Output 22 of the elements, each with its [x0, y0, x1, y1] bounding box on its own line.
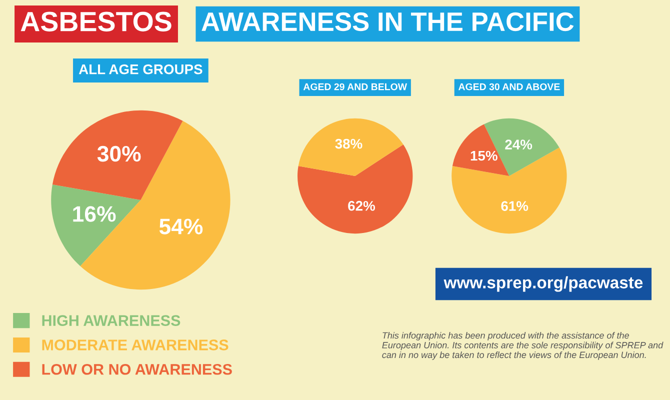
legend-label: LOW OR NO AWARENESS — [42, 364, 232, 375]
data-label: 62% — [348, 200, 376, 211]
data-label: 54% — [159, 218, 203, 234]
chart-title: AGED 29 AND BELOW — [303, 83, 408, 90]
pie-slice — [52, 110, 183, 200]
data-label: 30% — [97, 146, 141, 162]
text: This infographic has been produced with the assistance of the European Union. Its contents are the sole responsibility of SPREP and can in no way be taken to reflect the views of the European Union. — [382, 332, 664, 360]
text: www.sprep.org/pacwaste — [444, 276, 643, 292]
chart-title: ALL AGE GROUPS — [78, 64, 202, 74]
data-label: 15% — [470, 150, 498, 161]
data-label: 24% — [505, 140, 532, 150]
data-label: 16% — [73, 206, 116, 222]
text: AWARENESS IN THE PACIFIC — [202, 12, 574, 32]
pie-slice — [298, 118, 404, 176]
text: ASBESTOS — [20, 12, 172, 32]
chart-title: AGED 30 AND ABOVE — [458, 83, 560, 90]
data-label: 61% — [501, 201, 528, 211]
legend-label: MODERATE AWARENESS — [42, 340, 228, 350]
pie-slice — [452, 148, 567, 234]
pie-slice — [51, 184, 141, 266]
legend-label: HIGH AWARENESS — [42, 315, 180, 326]
data-label: 38% — [335, 138, 362, 149]
